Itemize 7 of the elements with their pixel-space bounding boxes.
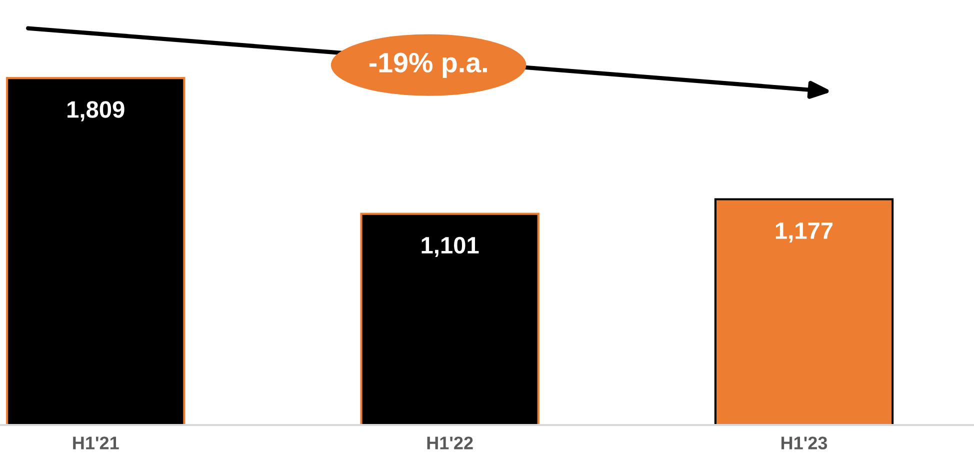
data-label: 1,177 — [776, 222, 832, 242]
x-tick-label: H1'23 — [781, 436, 828, 450]
data-label: 1,809 — [68, 101, 124, 122]
text: -19% p.a. — [369, 52, 487, 78]
x-tick-label: H1'21 — [73, 436, 119, 450]
data-label: 1,101 — [422, 236, 479, 258]
x-tick-label: H1'22 — [427, 436, 473, 450]
